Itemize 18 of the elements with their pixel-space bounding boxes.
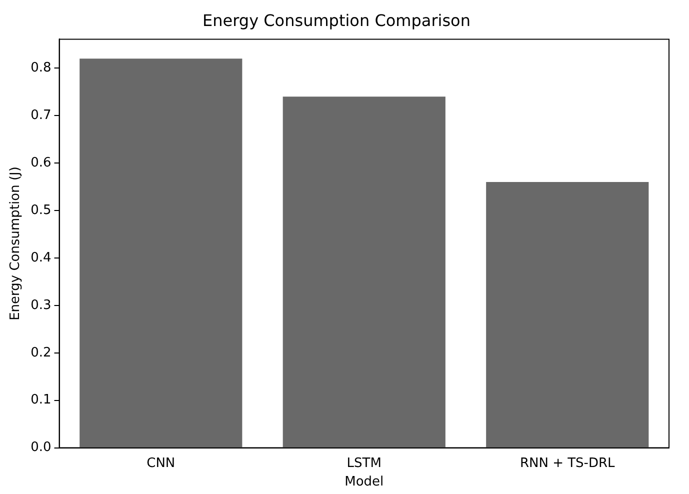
x-tick-label: RNN + TS-DRL — [520, 456, 616, 471]
y-tick-label: 0.6 — [30, 155, 52, 170]
x-tick-label: CNN — [146, 456, 176, 471]
bar — [486, 182, 649, 448]
y-tick-label: 0.3 — [30, 298, 52, 313]
x-axis-title: Model — [344, 474, 384, 490]
y-tick-label: 0.1 — [30, 392, 52, 408]
y-tick-label: 0.5 — [30, 202, 52, 218]
y-tick-label: 0.7 — [30, 108, 52, 123]
y-tick-label: 0.0 — [30, 440, 52, 456]
y-tick-label: 0.2 — [30, 345, 52, 360]
x-tick-label: LSTM — [346, 456, 382, 471]
chart-title: Energy Consumption Comparison — [202, 10, 470, 30]
y-tick-label: 0.4 — [30, 250, 52, 266]
bar — [80, 58, 242, 448]
bar — [282, 96, 446, 448]
y-tick-label: 0.8 — [30, 60, 52, 76]
y-axis-title: Energy Consumption (J) — [8, 166, 24, 320]
